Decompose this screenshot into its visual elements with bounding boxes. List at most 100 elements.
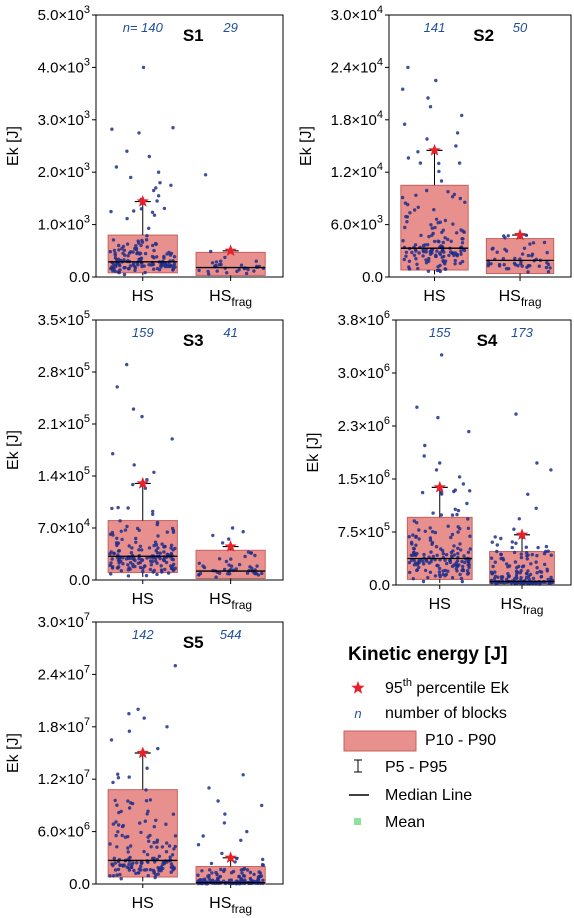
y-tick-times: ×10 [58, 520, 83, 537]
data-point [421, 579, 426, 584]
data-point [531, 241, 536, 245]
data-point [132, 868, 136, 873]
p95-star [224, 244, 237, 257]
legend-item-star: 95th percentile Ek [351, 677, 510, 697]
box-group-hs: n= 140 HS [107, 20, 178, 305]
data-point [170, 853, 175, 857]
x-label-main: HS [132, 895, 154, 912]
data-point [422, 454, 426, 458]
data-point [438, 252, 442, 256]
n-label: 41 [223, 325, 237, 340]
data-point [117, 559, 121, 563]
data-point [163, 567, 167, 572]
y-tick-label: 7.5×105 [338, 521, 390, 541]
data-point [244, 271, 249, 276]
y-tick-times: ×10 [58, 468, 83, 485]
y-tick-exponent: 6 [84, 821, 90, 833]
data-point [492, 577, 497, 581]
data-point [119, 877, 123, 881]
x-tick-label: HSfrag [499, 288, 542, 309]
data-point [254, 259, 258, 263]
data-point [227, 572, 232, 576]
data-point [140, 861, 144, 865]
y-tick-mantissa: 3.0 [38, 112, 59, 129]
data-point [405, 220, 409, 224]
x-tick-label: HS [132, 895, 154, 912]
data-point [443, 236, 447, 240]
data-point [140, 548, 144, 552]
data-point [535, 571, 539, 575]
data-point [526, 270, 530, 274]
data-point [446, 569, 450, 573]
data-point [133, 266, 138, 270]
n-symbol: n [354, 706, 361, 721]
data-point [416, 150, 420, 154]
data-point [173, 664, 177, 668]
data-point [442, 254, 446, 259]
data-point [154, 818, 158, 822]
data-point [515, 566, 519, 570]
data-point [427, 561, 431, 565]
data-point [140, 238, 144, 243]
data-point [216, 799, 220, 803]
y-tick-mantissa: 7.0 [38, 520, 59, 537]
data-point [512, 550, 517, 555]
data-point [528, 242, 532, 246]
data-point [141, 65, 146, 70]
data-point [240, 871, 244, 875]
data-point [155, 572, 159, 577]
data-point [229, 557, 233, 561]
y-tick-mantissa: 1.8 [331, 112, 352, 129]
data-point [437, 566, 442, 571]
data-point [413, 208, 417, 212]
data-point [519, 262, 523, 266]
data-point [499, 552, 503, 556]
data-point [134, 540, 138, 544]
data-point [512, 527, 516, 531]
data-point [125, 149, 129, 153]
data-point [128, 264, 133, 268]
data-point [133, 268, 137, 273]
data-point [147, 154, 151, 159]
y-tick-times: ×10 [351, 217, 376, 234]
y-tick-times: ×10 [58, 112, 83, 129]
data-point [129, 801, 133, 805]
box-group-hs: 159 HS [107, 325, 178, 608]
data-point [123, 253, 127, 257]
data-point [448, 560, 453, 565]
y-axis-label: Ek [J] [298, 126, 315, 166]
data-point [426, 96, 430, 100]
y-tick-label: 3.0×107 [38, 611, 90, 631]
x-label-sub: frag [523, 603, 544, 617]
data-point [460, 113, 464, 118]
y-tick-times: ×10 [58, 666, 83, 683]
y-tick-label: 0.0 [362, 269, 383, 286]
data-point [427, 256, 431, 261]
legend-item-line: Median Line [349, 787, 472, 804]
data-point [125, 216, 129, 221]
data-point [429, 248, 434, 252]
data-point [160, 570, 164, 574]
x-label-main: HS [209, 895, 231, 912]
data-point [400, 195, 405, 200]
y-tick-times: ×10 [58, 312, 83, 329]
data-point [108, 842, 112, 846]
data-point [549, 575, 553, 580]
panel-title: S4 [477, 331, 498, 350]
y-tick-exponent: 5 [84, 361, 90, 373]
data-point [109, 572, 113, 576]
data-point [434, 217, 439, 221]
data-point [160, 542, 164, 546]
data-point [452, 192, 457, 197]
data-point [148, 798, 153, 802]
data-point [433, 530, 438, 535]
y-tick-label: 2.4×104 [331, 56, 383, 76]
data-point [461, 229, 465, 233]
data-point [115, 803, 119, 807]
data-point [457, 161, 462, 165]
data-point [215, 269, 219, 273]
data-point [110, 127, 114, 131]
legend-item-mean: Mean [354, 814, 425, 831]
data-point [417, 528, 421, 532]
